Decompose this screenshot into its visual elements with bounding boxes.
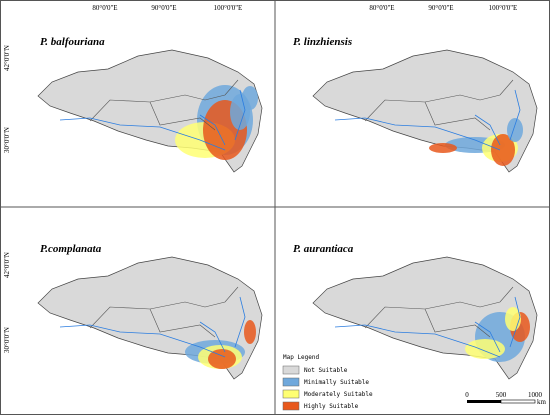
suitability-area <box>491 134 515 166</box>
legend-swatch <box>282 377 300 387</box>
boundary <box>364 79 514 131</box>
longitude-label: 80°0'0"E <box>92 4 117 12</box>
suitability-area <box>208 349 236 369</box>
river <box>59 296 246 358</box>
panel-title: P.complanata <box>40 243 102 255</box>
river <box>334 89 521 151</box>
map-panel: P.complanata <box>37 243 263 380</box>
scale-label: 0 <box>465 391 469 399</box>
longitude-label: 90°0'0"E <box>151 4 176 12</box>
legend-label: Minimally Suitable <box>304 379 369 386</box>
legend-title: Map Legend <box>283 354 320 361</box>
longitude-label: 90°0'0"E <box>428 4 453 12</box>
map-panel: P. aurantiaca <box>293 243 538 380</box>
panel-title: P. balfouriana <box>40 36 105 48</box>
river <box>334 296 521 358</box>
legend-label: Highly Suitable <box>304 403 359 410</box>
latitude-label: 42°0'0"N <box>3 45 11 71</box>
suitability-area <box>244 320 256 344</box>
map-panel: P. linzhiensis <box>293 36 538 173</box>
suitability-area <box>465 339 505 359</box>
latitude-label: 30°0'0"N <box>3 327 11 353</box>
legend: Map Legend Not Suitable Minimally Suitabl… <box>282 354 373 411</box>
scale-label: 500 <box>496 391 507 399</box>
suitability-area <box>242 86 258 110</box>
suitability-area <box>429 143 457 153</box>
river <box>59 89 246 151</box>
latitude-label: 42°0'0"N <box>3 252 11 278</box>
legend-swatch <box>282 365 300 375</box>
legend-swatch <box>282 401 300 411</box>
scale-unit: km <box>537 398 547 406</box>
longitude-label: 80°0'0"E <box>369 4 394 12</box>
latitude-label: 30°0'0"N <box>3 127 11 153</box>
legend-label: Not Suitable <box>304 367 348 374</box>
suitability-area <box>507 118 523 142</box>
map-panel: P. balfouriana <box>37 36 263 173</box>
panel-title: P. linzhiensis <box>293 36 352 48</box>
legend-swatch <box>282 389 300 399</box>
panel-title: P. aurantiaca <box>293 243 354 255</box>
boundary <box>364 286 514 338</box>
longitude-label: 100°0'0"E <box>214 4 243 12</box>
scale-label: 1000 <box>528 391 543 399</box>
legend-label: Moderately Suitable <box>304 391 373 398</box>
boundary <box>89 79 239 131</box>
scale-segment <box>467 400 501 403</box>
longitude-label: 100°0'0"E <box>489 4 518 12</box>
boundary <box>89 286 239 338</box>
scale-segment <box>500 399 536 404</box>
